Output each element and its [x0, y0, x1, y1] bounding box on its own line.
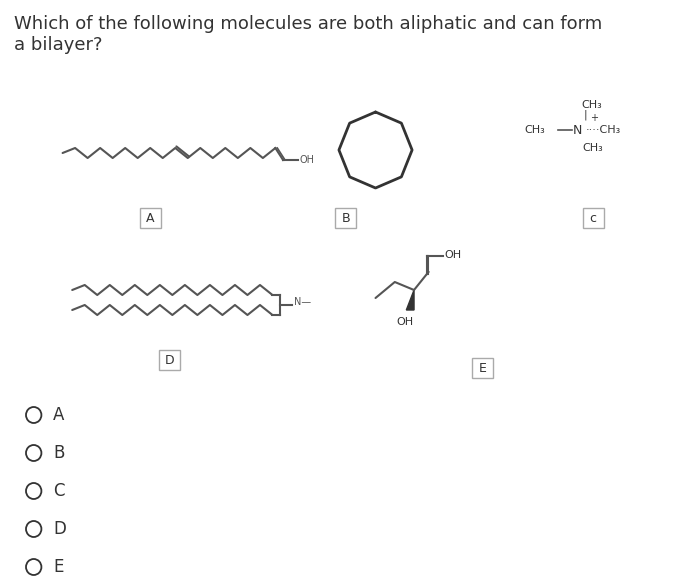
- FancyBboxPatch shape: [139, 208, 160, 228]
- Text: Which of the following molecules are both aliphatic and can form
a bilayer?: Which of the following molecules are bot…: [14, 15, 602, 54]
- FancyBboxPatch shape: [335, 208, 356, 228]
- Text: D: D: [165, 353, 174, 366]
- Text: c: c: [590, 212, 596, 225]
- Text: ····CH₃: ····CH₃: [585, 125, 621, 135]
- Text: CH₃: CH₃: [581, 100, 602, 110]
- Text: OH: OH: [299, 155, 314, 165]
- Polygon shape: [407, 290, 414, 310]
- Text: A: A: [146, 212, 154, 225]
- Text: E: E: [479, 362, 486, 374]
- Text: CH₃: CH₃: [583, 143, 603, 153]
- FancyBboxPatch shape: [472, 358, 493, 378]
- Text: N: N: [573, 123, 582, 136]
- Text: OH: OH: [445, 250, 462, 260]
- Text: |: |: [583, 110, 588, 121]
- Text: CH₃: CH₃: [525, 125, 545, 135]
- Text: +: +: [590, 113, 598, 123]
- Text: A: A: [53, 406, 65, 424]
- FancyBboxPatch shape: [159, 350, 180, 370]
- Text: B: B: [53, 444, 65, 462]
- FancyBboxPatch shape: [583, 208, 604, 228]
- Text: OH: OH: [396, 317, 414, 327]
- Text: C: C: [53, 482, 65, 500]
- Text: B: B: [341, 212, 350, 225]
- Text: E: E: [53, 558, 63, 576]
- Text: D: D: [53, 520, 66, 538]
- Text: N—: N—: [294, 297, 311, 307]
